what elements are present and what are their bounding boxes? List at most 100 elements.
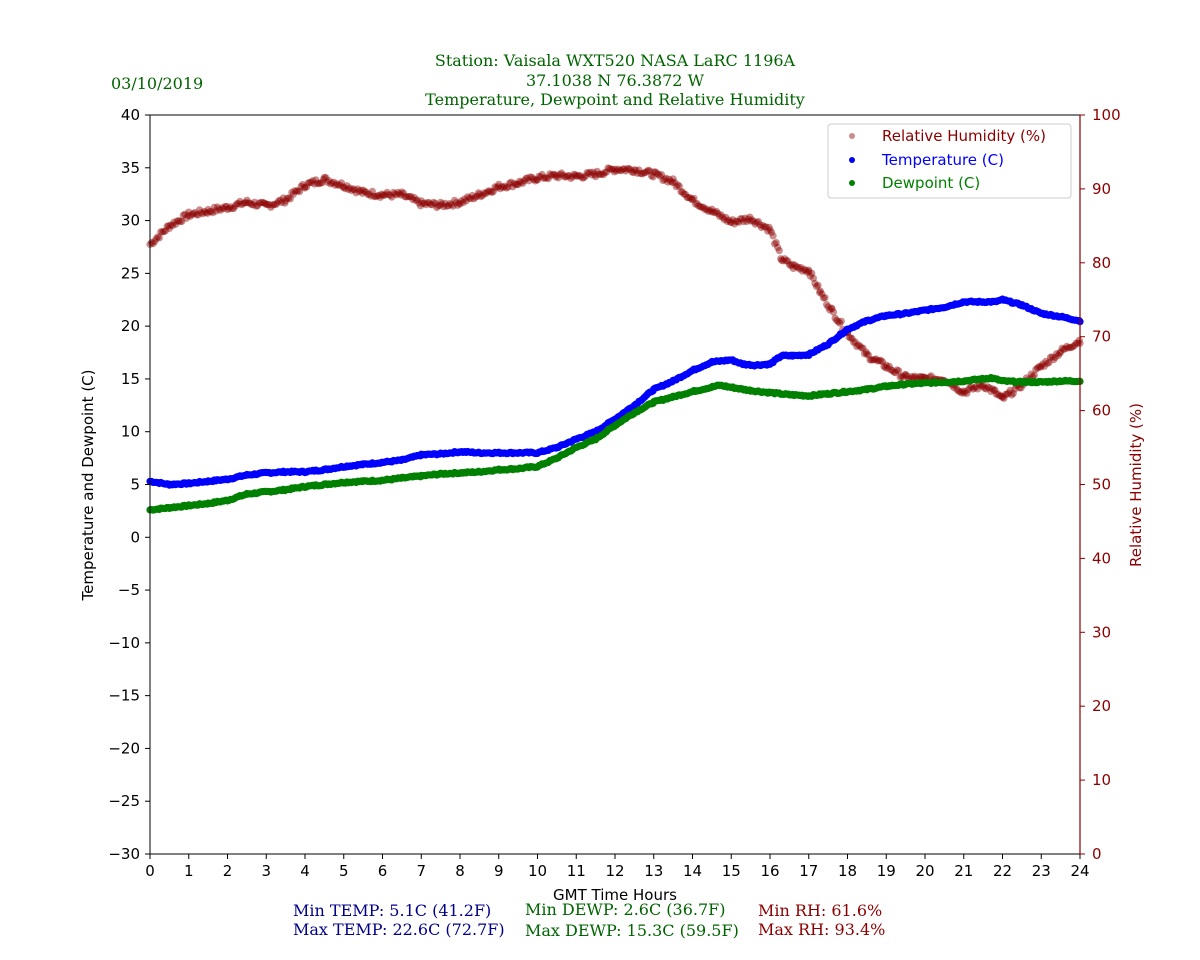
- rh-point: [216, 206, 225, 214]
- rh-point: [275, 197, 283, 205]
- rh-point: [212, 207, 220, 215]
- rh-point: [593, 167, 601, 175]
- rh-point: [632, 166, 640, 174]
- rh-point: [869, 356, 877, 364]
- x-tick-label: 13: [644, 862, 663, 880]
- rh-point: [179, 211, 187, 219]
- rh-point: [436, 201, 444, 209]
- rh-point: [978, 382, 986, 391]
- rh-point: [997, 392, 1005, 400]
- rh-point: [874, 357, 882, 365]
- rh-point: [866, 356, 874, 364]
- rh-point: [265, 201, 273, 209]
- rh-point: [805, 268, 813, 276]
- rh-point: [452, 199, 460, 207]
- rh-point: [313, 179, 321, 187]
- y-tick-label: −30: [108, 845, 140, 863]
- rh-point: [243, 196, 251, 204]
- rh-point: [192, 211, 201, 219]
- rh-point: [354, 185, 362, 193]
- rh-point: [662, 174, 670, 182]
- rh-point: [327, 180, 335, 188]
- rh-point: [695, 202, 703, 210]
- rh-point: [554, 174, 563, 182]
- rh-point: [961, 387, 969, 396]
- rh-point: [762, 223, 770, 231]
- rh-point: [998, 392, 1007, 400]
- rh-point: [688, 195, 696, 203]
- rh-point: [574, 172, 582, 180]
- rh-point: [599, 171, 608, 179]
- rh-point: [433, 203, 441, 212]
- rh-point: [491, 183, 499, 191]
- rh-point: [427, 200, 435, 208]
- rh-point: [898, 372, 906, 380]
- stat-max-temp: Max TEMP: 22.6C (72.7F): [293, 920, 505, 939]
- rh-point: [884, 364, 892, 372]
- x-tick-label: 5: [339, 862, 349, 880]
- rh-point: [598, 170, 606, 178]
- rh-point: [1032, 365, 1040, 373]
- rh-point: [908, 373, 916, 381]
- rh-point: [165, 224, 173, 232]
- rh-point: [725, 216, 733, 224]
- rh-point: [744, 215, 752, 223]
- rh-point: [669, 175, 677, 183]
- y-tick-label: 40: [121, 106, 140, 124]
- rh-point: [228, 205, 236, 213]
- y-tick-label: 35: [121, 159, 140, 177]
- rh-point: [378, 191, 387, 199]
- rh-point: [362, 188, 370, 196]
- x-tick-label: 4: [300, 862, 310, 880]
- rh-point: [899, 373, 907, 381]
- stat-max-dewp: Max DEWP: 15.3C (59.5F): [525, 921, 739, 940]
- rh-point: [349, 185, 357, 193]
- rh-series: [146, 164, 1084, 402]
- rh-point: [351, 186, 359, 194]
- rh-point: [856, 342, 864, 350]
- rh-point: [646, 167, 654, 175]
- rh-point: [727, 218, 735, 226]
- rh-point: [953, 385, 961, 393]
- rh-point: [564, 172, 572, 180]
- rh-point: [766, 226, 774, 234]
- rh-point: [358, 189, 366, 197]
- rh-point: [533, 176, 542, 184]
- rh-point: [836, 319, 844, 327]
- rh-point: [896, 373, 904, 381]
- rh-point: [585, 169, 593, 177]
- rh-point: [1036, 363, 1045, 371]
- rh-point: [872, 355, 880, 363]
- rh-point: [513, 180, 521, 188]
- rh-point: [643, 167, 651, 176]
- rh-point: [638, 170, 646, 178]
- rh-point: [805, 266, 813, 274]
- x-tick-label: 15: [722, 862, 741, 880]
- rh-point: [765, 223, 773, 231]
- rh-point: [623, 165, 632, 173]
- rh-point: [368, 187, 376, 195]
- rh-point: [475, 189, 483, 197]
- rh-point: [438, 200, 446, 208]
- rh-point: [526, 173, 535, 181]
- rh-point: [333, 180, 341, 188]
- x-tick-label: 19: [877, 862, 896, 880]
- rh-point: [315, 180, 323, 188]
- rh-point: [802, 266, 810, 274]
- rh-point: [759, 222, 767, 230]
- stat-min-temp: Min TEMP: 5.1C (41.2F): [293, 901, 491, 920]
- stat-min-rh: Min RH: 61.6%: [758, 901, 882, 920]
- y-tick-label: −25: [108, 792, 140, 810]
- rh-point: [454, 201, 462, 209]
- rh-point: [1043, 359, 1051, 368]
- rh-point: [834, 318, 842, 326]
- rh-point: [309, 177, 317, 185]
- rh-point: [787, 262, 795, 270]
- legend-rh-marker: [849, 133, 855, 139]
- rh-point: [864, 351, 873, 359]
- rh-point: [278, 198, 286, 207]
- rh-point: [347, 186, 356, 195]
- rh-point: [678, 188, 687, 196]
- rh-point: [231, 202, 239, 210]
- x-tick-label: 21: [954, 862, 973, 880]
